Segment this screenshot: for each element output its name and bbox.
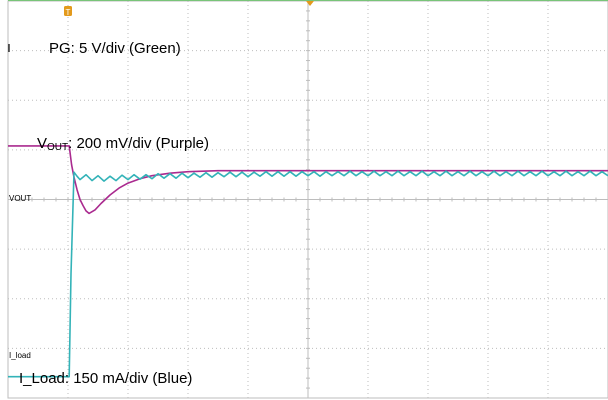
vout-ground-marker: VOUT: [9, 194, 32, 203]
waveform-traces: [8, 0, 608, 378]
trigger-level-marker: [306, 1, 314, 6]
vout-label-main: V: [37, 135, 48, 152]
vout-label-scale: : 200 mV/div (Purple): [68, 135, 210, 152]
vout-channel-label: VOUT: 200 mV/div (Purple): [37, 135, 209, 153]
graticule: [7, 0, 608, 399]
iload-ground-marker: I_load: [9, 351, 31, 360]
vout-trace: [8, 145, 608, 215]
pg-channel-label: PG: 5 V/div (Green): [49, 40, 181, 57]
trigger-glyph: T: [66, 8, 71, 17]
iload-channel-label: I_Load: 150 mA/div (Blue): [19, 370, 193, 387]
vout-label-subscript: OUT: [47, 142, 69, 153]
trigger-markers: T: [8, 1, 314, 52]
iload-trace: [8, 170, 608, 378]
trigger-position-marker: [64, 6, 72, 16]
